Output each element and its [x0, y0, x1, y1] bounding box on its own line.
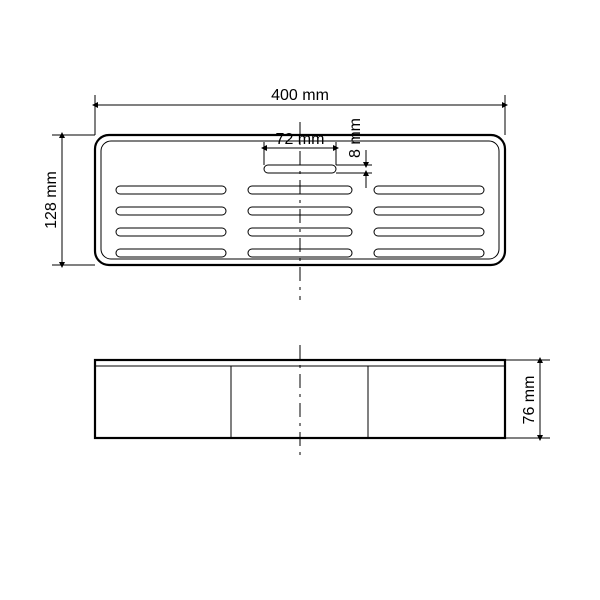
dim-label-slot-len: 72 mm — [276, 131, 325, 148]
front-view-outer — [95, 360, 505, 438]
dim-label-slot-w: 8 mm — [347, 118, 364, 158]
slot-left — [116, 249, 226, 257]
dim-label-width: 400 mm — [271, 87, 329, 104]
slot-right — [374, 228, 484, 236]
slot-right — [374, 186, 484, 194]
dim-label-height: 76 mm — [521, 376, 538, 425]
slot-left — [116, 186, 226, 194]
slot-right — [374, 207, 484, 215]
slot-right — [374, 249, 484, 257]
dim-label-depth: 128 mm — [43, 171, 60, 229]
slot-left — [116, 228, 226, 236]
slot-left — [116, 207, 226, 215]
